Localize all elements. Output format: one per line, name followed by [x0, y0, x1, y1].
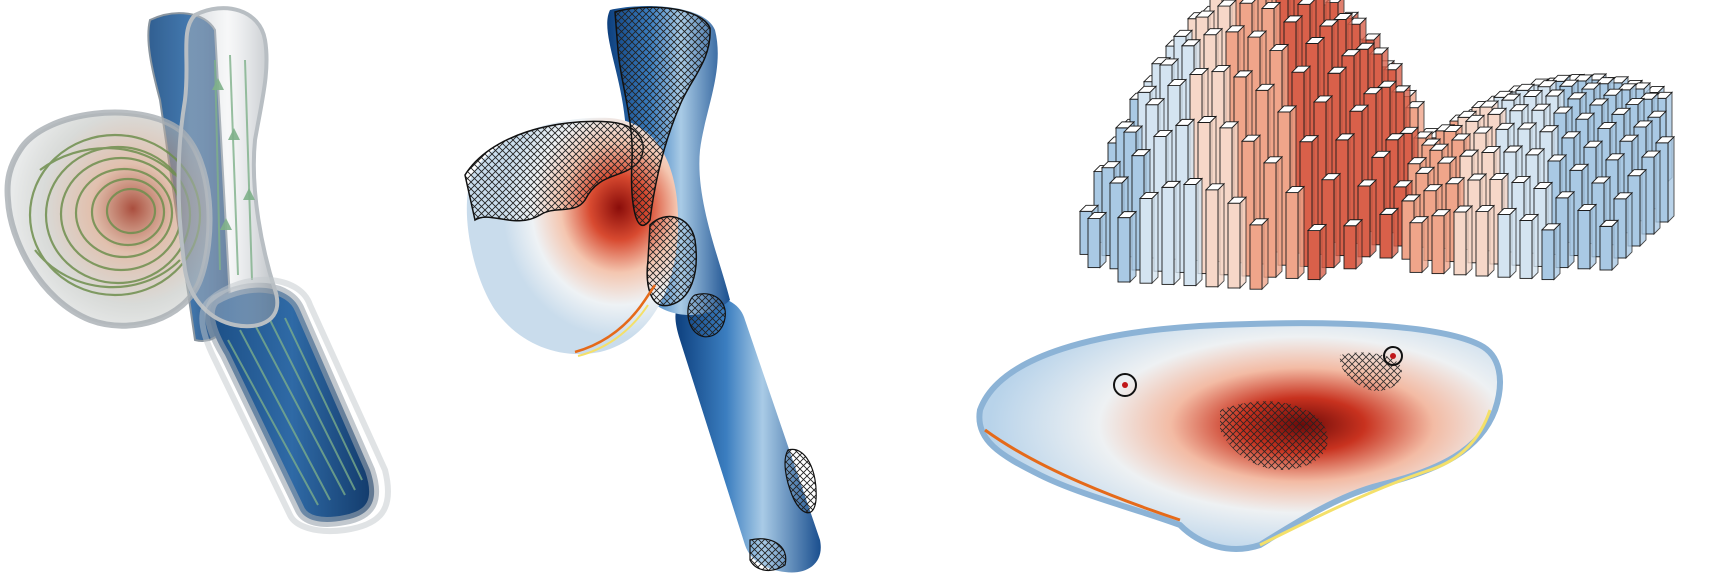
bar-glyph	[1342, 218, 1364, 270]
bar-glyph	[1086, 211, 1108, 269]
bar-glyph	[1576, 203, 1598, 270]
panel-c-bar-glyphs	[960, 0, 1711, 581]
bar-glyph	[1306, 223, 1328, 281]
bar-glyph	[1430, 208, 1452, 275]
panel-a-streamline-vessel	[0, 0, 440, 581]
panel-a-canvas	[4, 6, 392, 534]
panel-b-surface-colormap	[450, 0, 910, 581]
panel-c-boundary-yellow	[1259, 409, 1492, 547]
bar-glyph	[1540, 222, 1562, 281]
bar-glyph	[1248, 217, 1270, 291]
bar-glyph	[1226, 196, 1248, 290]
bar-glyph	[1496, 207, 1518, 279]
panel-a-front-vessel	[176, 6, 280, 329]
bar-glyph	[1518, 213, 1540, 280]
bar-glyph	[1138, 191, 1160, 285]
bar-glyph	[1262, 155, 1284, 279]
bar-glyph	[1378, 207, 1400, 260]
bar-glyph	[1320, 172, 1342, 269]
bar-glyph	[1116, 210, 1138, 284]
bar-glyph	[1474, 204, 1496, 278]
bar-glyph	[1160, 180, 1182, 286]
panel-b-boundary-line	[574, 284, 657, 354]
bar-glyph	[1182, 177, 1204, 287]
panel-c-hatched-region	[1220, 401, 1328, 470]
panel-c-marker-2	[1383, 346, 1403, 366]
panel-c-bar-field	[1078, 0, 1676, 291]
panel-c-boundary-orange	[984, 428, 1181, 522]
panel-c-marker-1	[1113, 373, 1137, 397]
panel-c-canvas	[976, 0, 1676, 552]
bar-glyph	[1284, 185, 1306, 280]
bar-glyph	[1598, 219, 1620, 272]
panel-b-boundary-line-secondary	[577, 304, 649, 357]
panel-b-canvas	[464, 6, 821, 573]
bar-glyph	[1204, 182, 1226, 288]
panel-a-outer-shell	[199, 277, 392, 534]
panel-b-hatched-regions	[464, 6, 817, 572]
bar-glyph	[1452, 204, 1474, 276]
bar-glyph	[1408, 215, 1430, 274]
panel-b-lower-vessel	[675, 296, 821, 573]
